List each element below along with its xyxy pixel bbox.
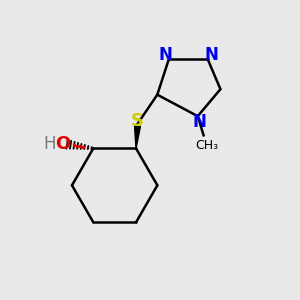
- Text: CH₃: CH₃: [195, 139, 218, 152]
- Text: N: N: [193, 113, 206, 131]
- Text: N: N: [158, 46, 172, 64]
- Text: S: S: [131, 112, 144, 130]
- Text: O: O: [55, 135, 70, 153]
- Text: N: N: [204, 46, 218, 64]
- Text: H: H: [43, 135, 56, 153]
- Polygon shape: [134, 126, 140, 148]
